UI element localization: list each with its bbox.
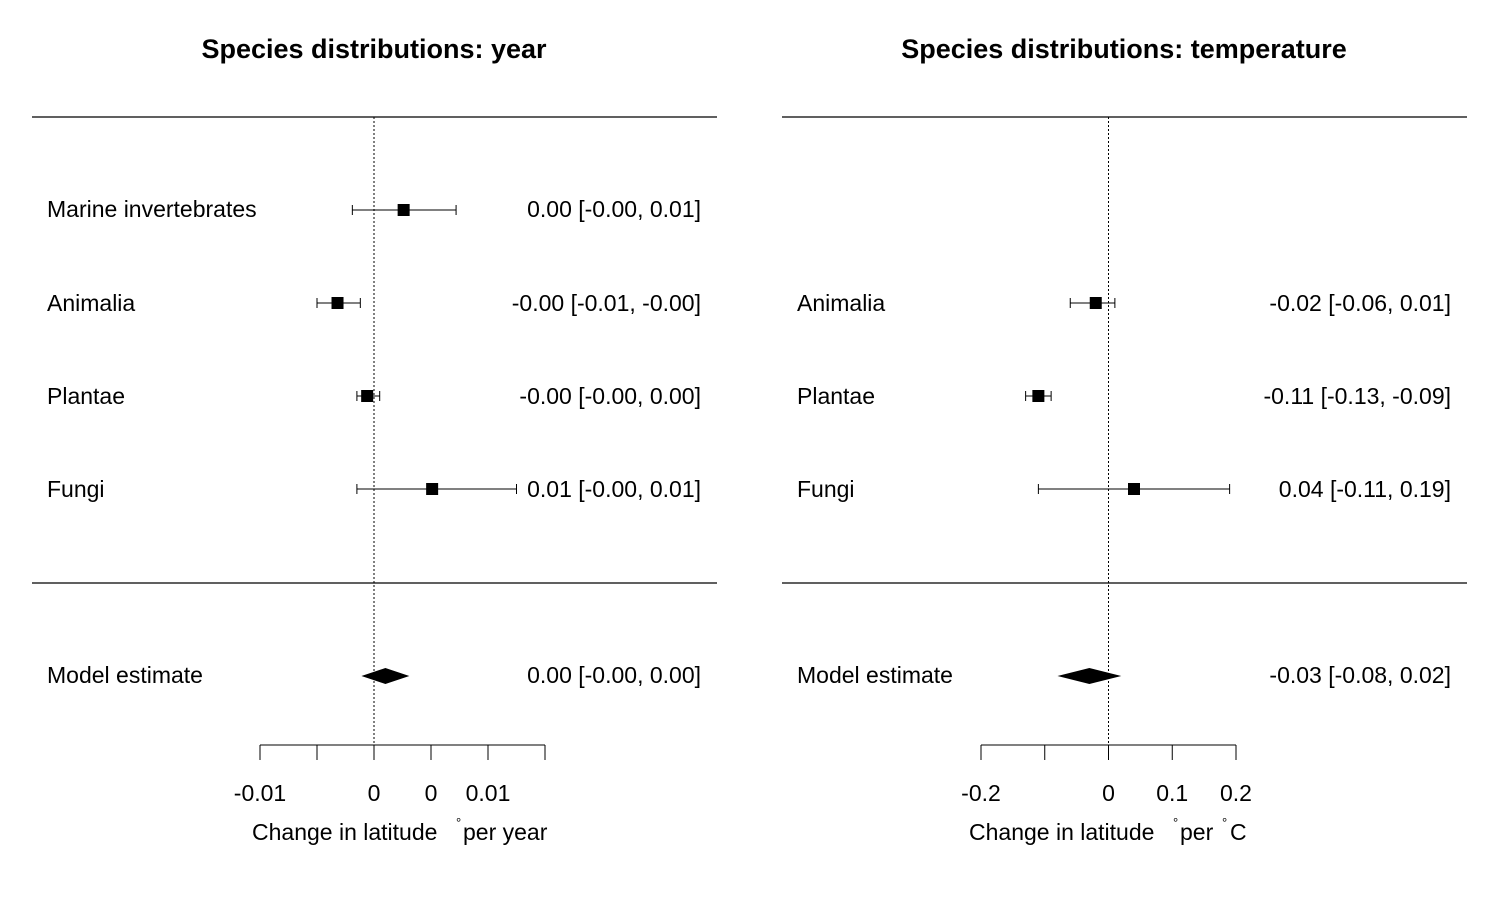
study-label: Animalia	[797, 290, 885, 316]
summary-label: Model estimate	[47, 662, 203, 688]
estimate-ci-text: -0.02 [-0.06, 0.01]	[1269, 290, 1451, 316]
panel-title: Species distributions: year	[201, 34, 547, 64]
x-axis-label: Change in latitude ° per year	[252, 806, 548, 845]
study-row-plantae: Plantae -0.11 [-0.13, -0.09]	[797, 383, 1451, 409]
panel-year: Species distributions: year Marine inver…	[32, 34, 717, 845]
summary-row: Model estimate 0.00 [-0.00, 0.00]	[47, 662, 701, 688]
estimate-ci-text: -0.00 [-0.01, -0.00]	[512, 290, 701, 316]
x-tick-label: 0.2	[1220, 780, 1252, 806]
x-axis-label-unit: C	[1230, 819, 1247, 845]
study-row-marine-invertebrates: Marine invertebrates 0.00 [-0.00, 0.01]	[47, 196, 701, 222]
study-row-animalia: Animalia -0.00 [-0.01, -0.00]	[47, 290, 701, 316]
study-label: Marine invertebrates	[47, 196, 257, 222]
study-label: Animalia	[47, 290, 135, 316]
x-axis-label-unit: per year	[463, 819, 548, 845]
summary-estimate-text: -0.03 [-0.08, 0.02]	[1269, 662, 1451, 688]
x-tick-label: 0	[368, 780, 381, 806]
x-axis-label-per: per	[1180, 819, 1214, 845]
x-axis-label: Change in latitude ° per ° C	[969, 806, 1247, 845]
point-estimate-marker	[1128, 483, 1140, 495]
study-label: Fungi	[47, 476, 105, 502]
summary-row: Model estimate -0.03 [-0.08, 0.02]	[797, 662, 1451, 688]
x-tick-label: -0.2	[961, 780, 1001, 806]
point-estimate-marker	[1032, 390, 1045, 402]
x-axis: -0.2 0 0.1 0.2	[961, 744, 1252, 806]
study-row-animalia: Animalia -0.02 [-0.06, 0.01]	[797, 290, 1451, 316]
summary-estimate-text: 0.00 [-0.00, 0.00]	[527, 662, 701, 688]
study-row-plantae: Plantae -0.00 [-0.00, 0.00]	[47, 383, 701, 409]
estimate-ci-text: 0.00 [-0.00, 0.01]	[527, 196, 701, 222]
study-label: Plantae	[797, 383, 875, 409]
point-estimate-marker	[397, 204, 410, 216]
estimate-ci-text: -0.11 [-0.13, -0.09]	[1263, 383, 1451, 409]
summary-diamond	[1057, 668, 1122, 684]
panel-temperature: Species distributions: temperature Anima…	[782, 34, 1467, 845]
x-tick-label: -0.01	[234, 780, 286, 806]
summary-diamond	[361, 668, 410, 684]
estimate-ci-text: 0.01 [-0.00, 0.01]	[527, 476, 701, 502]
study-row-fungi: Fungi 0.04 [-0.11, 0.19]	[797, 476, 1451, 502]
x-tick-label: 0	[425, 780, 438, 806]
x-axis-label-text: Change in latitude	[252, 819, 437, 845]
study-label: Fungi	[797, 476, 855, 502]
degree-symbol: °	[1222, 815, 1227, 830]
forest-marks	[316, 204, 517, 684]
x-axis: -0.01 0 0 0.01	[234, 744, 546, 806]
study-row-fungi: Fungi 0.01 [-0.00, 0.01]	[47, 476, 701, 502]
x-tick-label: 0.1	[1156, 780, 1188, 806]
degree-symbol: °	[1173, 815, 1178, 830]
summary-label: Model estimate	[797, 662, 953, 688]
point-estimate-marker	[331, 297, 344, 309]
point-estimate-marker	[1089, 297, 1102, 309]
point-estimate-marker	[361, 390, 374, 402]
forest-marks	[1025, 297, 1231, 684]
study-label: Plantae	[47, 383, 125, 409]
estimate-ci-text: 0.04 [-0.11, 0.19]	[1279, 476, 1451, 502]
x-tick-label: 0	[1102, 780, 1115, 806]
panel-title: Species distributions: temperature	[901, 34, 1347, 64]
x-axis-label-text: Change in latitude	[969, 819, 1154, 845]
x-tick-label: 0.01	[466, 780, 511, 806]
point-estimate-marker	[426, 483, 439, 495]
estimate-ci-text: -0.00 [-0.00, 0.00]	[519, 383, 701, 409]
degree-symbol: °	[456, 815, 461, 830]
